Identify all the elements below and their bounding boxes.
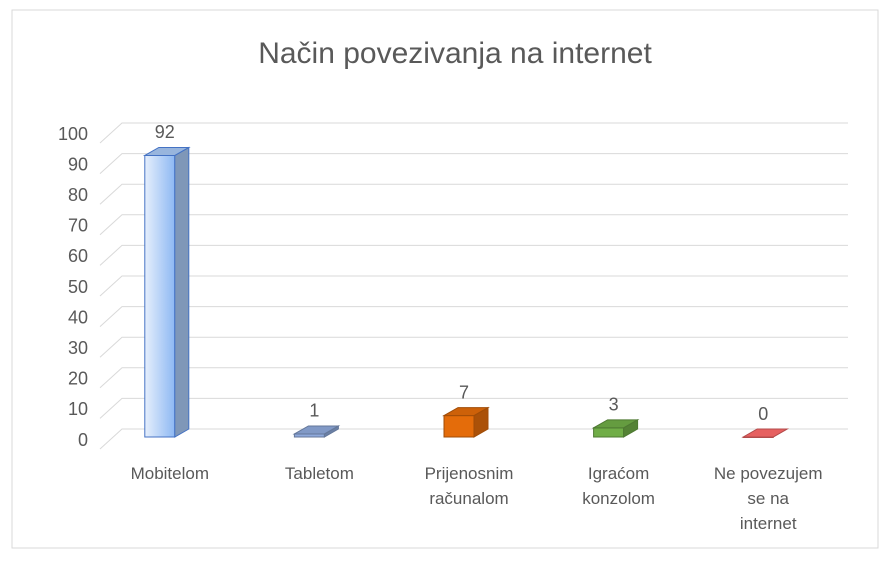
data-label: 92 — [155, 122, 175, 142]
grid-line — [99, 336, 848, 358]
bar-side — [174, 146, 190, 438]
grid-line — [99, 306, 848, 327]
y-tick-label: 100 — [58, 124, 88, 144]
bar-top — [741, 428, 790, 438]
grid-line — [99, 244, 848, 266]
grid-line — [99, 183, 848, 205]
x-tick-label: Prijenosnim računalom — [425, 464, 514, 508]
bar — [142, 146, 191, 438]
x-tick-label: Igraćom konzolom — [582, 464, 655, 508]
chart-title: Način povezivanja na internet — [258, 37, 652, 70]
bar-front — [443, 415, 475, 438]
bar-top — [142, 146, 191, 156]
data-label: 7 — [459, 382, 469, 402]
y-tick-label: 30 — [68, 338, 88, 358]
grid-line — [99, 153, 848, 174]
y-tick-label: 60 — [68, 246, 88, 266]
bar — [591, 418, 640, 438]
y-tick-label: 0 — [78, 430, 88, 450]
bar — [442, 406, 490, 438]
x-tick-label: Mobitelom — [131, 464, 209, 483]
grid-line — [99, 367, 848, 389]
data-label: 0 — [758, 404, 768, 424]
x-tick-label: Ne povezujem se na internet — [714, 464, 823, 533]
bar-top — [442, 407, 490, 417]
bar-top — [292, 425, 341, 435]
y-tick-label: 40 — [68, 307, 88, 327]
grid-line — [99, 122, 848, 144]
x-tick-label: Tabletom — [285, 464, 354, 483]
data-label: 1 — [309, 401, 319, 421]
bar — [741, 428, 790, 438]
y-tick-label: 10 — [68, 399, 88, 419]
bar — [292, 425, 341, 438]
bar-front — [593, 427, 625, 438]
bar-top — [591, 419, 640, 429]
y-tick-label: 50 — [68, 277, 88, 297]
data-label: 3 — [609, 395, 619, 415]
y-tick-label: 80 — [68, 185, 88, 205]
y-tick-label: 20 — [68, 369, 88, 389]
bar-front — [144, 154, 176, 438]
y-tick-label: 70 — [68, 216, 88, 236]
grid-line — [99, 275, 848, 297]
grid-line — [99, 397, 848, 419]
grid-line — [99, 214, 848, 236]
y-tick-label: 90 — [68, 154, 88, 174]
